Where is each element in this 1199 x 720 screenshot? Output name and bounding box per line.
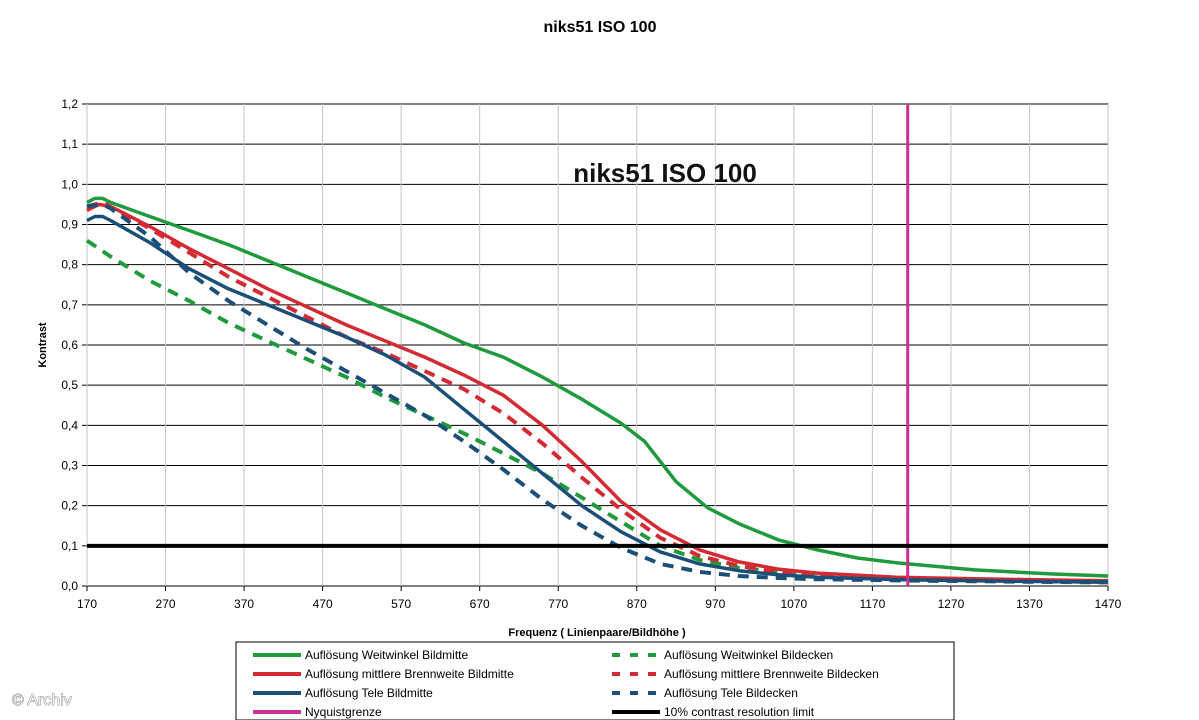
x-tick-label: 470 [313,597,333,611]
x-tick-label: 270 [156,597,176,611]
y-tick-label: 0,5 [61,378,78,392]
inner-title: niks51 ISO 100 [573,158,757,188]
y-tick-label: 0,1 [61,539,78,553]
y-tick-label: 1,1 [61,137,78,151]
x-tick-label: 1370 [1016,597,1043,611]
series-line-6 [86,202,1109,585]
legend-label: Auflösung mittlere Brennweite Bildmitte [305,667,514,681]
series-line-4 [86,200,1109,584]
x-tick-label: 170 [77,597,97,611]
legend-box [235,641,955,720]
x-axis-label: Frequenz ( Linienpaare/Bildhöhe ) [508,627,686,639]
watermark: © Archiv [12,692,72,709]
legend-label: Auflösung Tele Bildmitte [305,686,433,700]
x-tick-label: 1070 [780,597,807,611]
y-tick-label: 0,2 [61,499,78,513]
y-tick-label: 0,4 [61,418,78,432]
legend-label: Auflösung Tele Bildecken [664,686,798,700]
legend-label: Auflösung Weitwinkel Bildecken [664,648,833,662]
y-tick-label: 0,6 [61,338,78,352]
reference-lines [87,104,1108,586]
legend-label: 10% contrast resolution limit [664,705,815,719]
y-tick-label: 0,0 [61,579,78,593]
x-tick-label: 370 [234,597,254,611]
series-line-3 [86,202,1109,583]
series-line-1 [86,196,1109,578]
series-lines [85,196,1109,585]
y-tick-label: 1,2 [61,97,78,111]
series-line-5 [86,214,1109,584]
chart-title: niks51 ISO 100 [544,19,657,36]
y-tick-label: 0,9 [61,218,78,232]
legend-label: Auflösung Weitwinkel Bildmitte [305,648,469,662]
legend-label: Nyquistgrenze [305,705,382,719]
x-tick-label: 770 [548,597,568,611]
y-tick-labels: 0,0 0,1 0,2 0,3 0,4 0,5 0,6 0,7 0,8 0,9 1,0 1,1 1,2 [61,97,78,593]
y-tick-label: 0,8 [61,258,78,272]
x-tick-label: 570 [391,597,411,611]
x-tick-label: 670 [470,597,490,611]
y-axis-label: Kontrast [37,322,49,368]
x-tick-label: 1270 [938,597,965,611]
legend: Auflösung Weitwinkel Bildmitte Auflösung … [253,648,879,719]
grid-lines [82,103,1109,591]
x-tick-label: 970 [705,597,725,611]
y-tick-label: 0,3 [61,459,78,473]
x-tick-label: 1470 [1095,597,1122,611]
x-tick-label: 870 [627,597,647,611]
y-tick-label: 0,7 [61,298,78,312]
legend-label: Auflösung mittlere Brennweite Bildecken [664,667,879,681]
y-tick-label: 1,0 [61,177,78,191]
x-tick-label: 1170 [859,597,885,611]
x-tick-labels: 170 270 370 470 570 670 770 870 970 1070 1170 1270 1… [77,597,1122,611]
